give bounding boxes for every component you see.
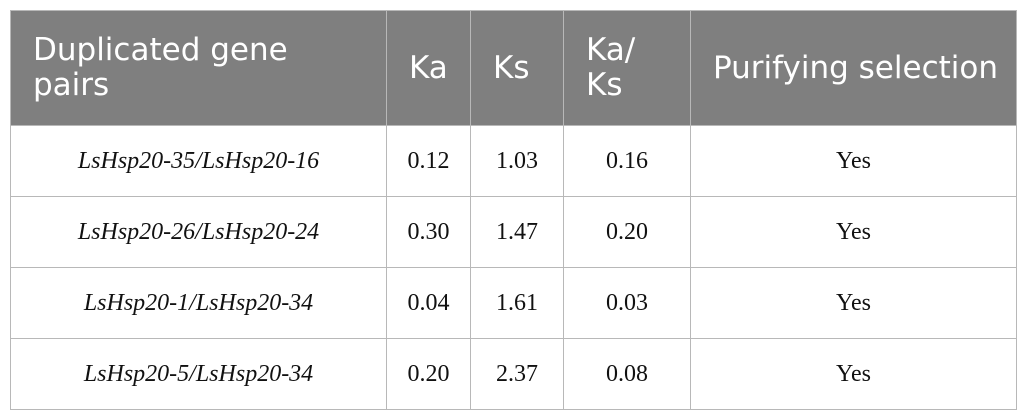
value-cell: 0.20: [386, 338, 471, 410]
value-cell: 0.03: [563, 267, 691, 339]
value-cell: Yes: [690, 125, 1017, 197]
table-row: LsHsp20-35/LsHsp20-16 0.12 1.03 0.16 Yes: [10, 125, 1017, 197]
gene-pair-cell: LsHsp20-5/LsHsp20-34: [10, 338, 387, 410]
value-cell: Yes: [690, 196, 1017, 268]
header-cell: Ks: [470, 10, 564, 126]
data-table: Duplicated gene pairs Ka Ks Ka/Ks Purifying …: [10, 10, 1017, 410]
value-cell: 1.03: [470, 125, 564, 197]
value-cell: 0.08: [563, 338, 691, 410]
value-cell: Yes: [690, 267, 1017, 339]
gene-pair-cell: LsHsp20-35/LsHsp20-16: [10, 125, 387, 197]
value-cell: 1.61: [470, 267, 564, 339]
value-cell: 0.16: [563, 125, 691, 197]
table-header: Duplicated gene pairs Ka Ks Ka/Ks Purifying …: [10, 10, 1017, 126]
gene-pair-cell: LsHsp20-1/LsHsp20-34: [10, 267, 387, 339]
table-body: LsHsp20-35/LsHsp20-16 0.12 1.03 0.16 Yes LsHs…: [10, 125, 1017, 410]
header-cell: Ka/Ks: [563, 10, 691, 126]
value-cell: 0.04: [386, 267, 471, 339]
table-row: LsHsp20-5/LsHsp20-34 0.20 2.37 0.08 Yes: [10, 338, 1017, 410]
gene-pair-cell: LsHsp20-26/LsHsp20-24: [10, 196, 387, 268]
value-cell: 1.47: [470, 196, 564, 268]
value-cell: 2.37: [470, 338, 564, 410]
header-cell: Purifying selection: [690, 10, 1017, 126]
header-cell: Ka: [386, 10, 471, 126]
header-row: Duplicated gene pairs Ka Ks Ka/Ks Purifying …: [10, 10, 1017, 126]
value-cell: 0.20: [563, 196, 691, 268]
value-cell: 0.30: [386, 196, 471, 268]
value-cell: 0.12: [386, 125, 471, 197]
value-cell: Yes: [690, 338, 1017, 410]
header-cell: Duplicated gene pairs: [10, 10, 387, 126]
table-row: LsHsp20-1/LsHsp20-34 0.04 1.61 0.03 Yes: [10, 267, 1017, 339]
table-row: LsHsp20-26/LsHsp20-24 0.30 1.47 0.20 Yes: [10, 196, 1017, 268]
